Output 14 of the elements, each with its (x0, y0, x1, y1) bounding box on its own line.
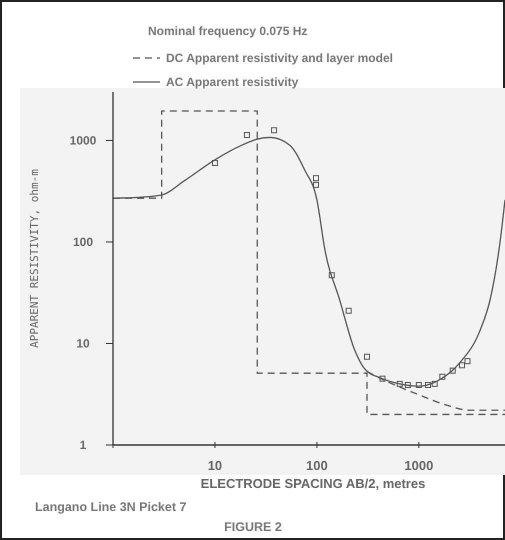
legend-label: DC Apparent resistivity and layer model (166, 51, 393, 65)
y-tick-label: 10 (76, 336, 90, 351)
legend-title: Nominal frequency 0.075 Hz (148, 24, 308, 38)
x-tick-label: 10 (208, 458, 222, 473)
text: Langano Line 3N Picket 7 (35, 500, 186, 514)
caption: FIGURE 2 (224, 520, 282, 534)
x-tick-label: 1000 (404, 458, 434, 473)
y-tick-label: 100 (72, 235, 94, 250)
x-tick-label: 100 (306, 458, 328, 473)
y-tick-label: 1 (80, 438, 87, 452)
y-axis-title: APPARENT RESISTIVITY, ohm-m (28, 168, 41, 348)
x-axis-title: ELECTRODE SPACING AB/2, metres (200, 476, 426, 491)
legend-label: AC Apparent resistivity (166, 75, 299, 89)
y-tick-label: 1000 (70, 134, 97, 148)
